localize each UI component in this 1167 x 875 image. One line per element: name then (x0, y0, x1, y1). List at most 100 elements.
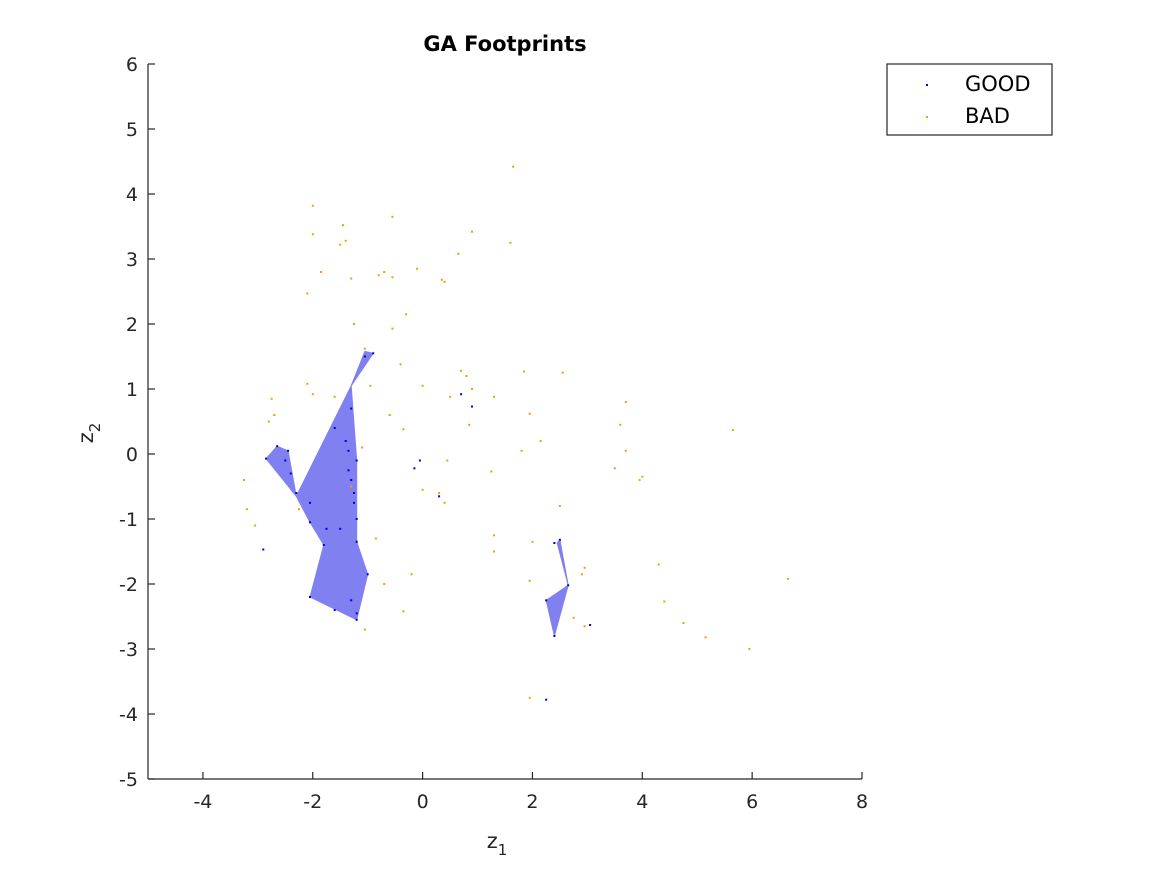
point-bad (339, 243, 342, 246)
axes (147, 64, 862, 780)
point-good (262, 548, 265, 551)
point-bad (786, 577, 789, 580)
x-axis-label-main: z (487, 829, 498, 853)
point-good (558, 538, 561, 541)
point-bad (245, 508, 248, 511)
point-good (545, 599, 548, 602)
point-bad (558, 505, 561, 507)
footprint-region (545, 584, 570, 637)
footprint-region (350, 350, 375, 387)
point-bad (561, 371, 564, 374)
point-bad (460, 369, 463, 372)
point-bad (344, 239, 347, 242)
point-good (287, 449, 290, 452)
point-bad (528, 579, 531, 582)
point-bad (270, 397, 273, 400)
point-bad (509, 241, 512, 244)
point-bad (383, 271, 386, 273)
point-bad (531, 540, 534, 543)
point-bad (377, 274, 380, 277)
point-good (355, 618, 358, 621)
point-bad (402, 428, 405, 431)
point-bad (446, 459, 449, 462)
series-bad-points (243, 165, 789, 699)
point-bad (619, 423, 622, 426)
y-ticks: -5 -4 -3 -2 -1 0 1 2 3 4 5 6 (119, 54, 155, 791)
point-bad (273, 414, 276, 416)
point-good (355, 612, 358, 615)
point-bad (383, 583, 386, 585)
point-good (350, 479, 353, 481)
point-good (553, 542, 556, 544)
point-good (355, 540, 358, 543)
point-good (289, 472, 292, 475)
point-bad (528, 412, 531, 415)
point-bad (388, 414, 391, 416)
point-bad (443, 280, 446, 283)
point-bad (440, 278, 443, 281)
point-bad (399, 363, 402, 366)
point-good (366, 573, 369, 576)
x-tick-label: 6 (746, 791, 758, 813)
point-bad (342, 224, 344, 227)
point-bad (580, 573, 583, 576)
point-bad (311, 233, 314, 236)
point-bad (641, 475, 644, 478)
point-good (460, 393, 463, 396)
legend-label-good: GOOD (965, 72, 1031, 96)
point-good (347, 449, 350, 452)
y-tick-label: 3 (126, 249, 138, 271)
point-bad (523, 370, 526, 373)
point-bad (465, 375, 468, 377)
point-good (344, 440, 347, 442)
point-bad (624, 401, 627, 403)
point-bad (353, 323, 355, 325)
point-good (295, 492, 298, 494)
point-good (418, 459, 421, 462)
point-bad (624, 449, 627, 452)
y-axis-label-sub: 2 (86, 423, 104, 433)
y-axis-label-main: z (74, 432, 98, 443)
point-bad (638, 479, 641, 481)
point-bad (391, 215, 394, 218)
point-bad (613, 467, 616, 470)
y-tick-label: -3 (119, 639, 138, 661)
legend-label-bad: BAD (965, 104, 1010, 128)
point-bad (416, 267, 419, 270)
chart-title: GA Footprints (423, 32, 586, 56)
footprint-region (265, 445, 297, 497)
point-bad (391, 276, 394, 279)
series-good-points (262, 352, 592, 701)
point-good (347, 469, 350, 472)
point-bad (311, 204, 314, 207)
point-good (284, 459, 287, 462)
point-good (545, 698, 548, 701)
point-good (350, 599, 353, 602)
legend: GOOD BAD (886, 63, 1053, 136)
point-bad (583, 566, 586, 569)
point-bad (410, 573, 413, 576)
point-bad (350, 277, 353, 280)
point-bad (374, 537, 377, 540)
x-tick-label: -4 (193, 791, 212, 813)
point-bad (528, 696, 531, 699)
y-tick-label: 1 (126, 379, 138, 401)
point-bad (254, 524, 257, 527)
y-tick-label: 5 (126, 119, 138, 141)
footprint-region (556, 538, 569, 586)
point-bad (471, 230, 473, 233)
point-bad (512, 165, 515, 168)
point-good (353, 492, 355, 494)
point-good (309, 596, 311, 598)
point-bad (363, 347, 366, 350)
x-tick-label: 0 (417, 791, 429, 813)
point-good (309, 521, 311, 524)
point-bad (443, 501, 446, 504)
point-good (567, 584, 570, 587)
point-bad (421, 488, 424, 491)
point-bad (493, 534, 495, 537)
point-good (333, 427, 336, 429)
point-bad (493, 395, 495, 398)
point-bad (369, 384, 372, 387)
